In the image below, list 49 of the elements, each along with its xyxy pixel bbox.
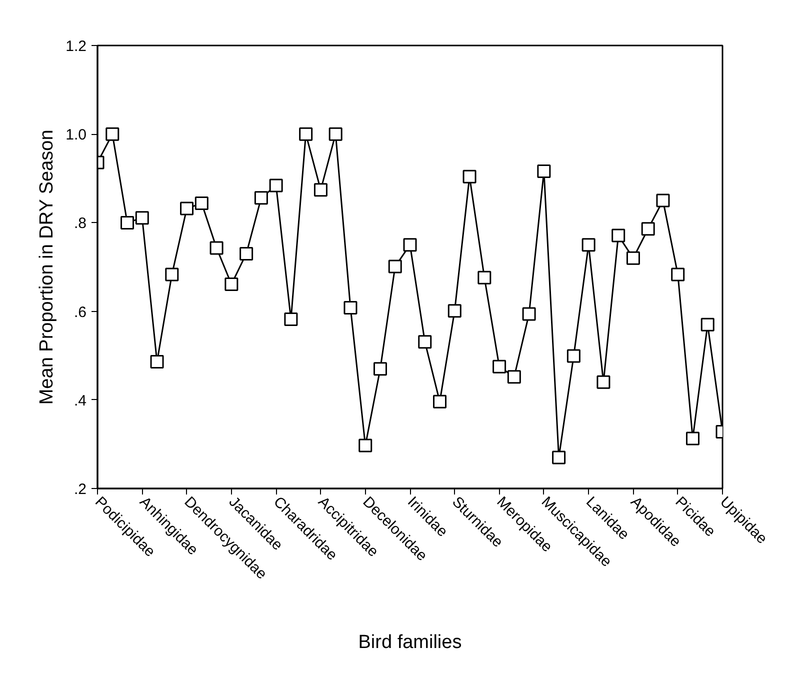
point — [403, 238, 417, 252]
point — [106, 127, 120, 141]
point — [537, 164, 551, 178]
point — [299, 127, 313, 141]
point — [686, 432, 700, 446]
y-tick-label: 1.0 — [66, 126, 87, 144]
point — [462, 170, 476, 184]
point — [612, 228, 626, 242]
point — [254, 191, 268, 205]
point — [671, 268, 685, 282]
y-tick-label: 1.2 — [66, 38, 87, 55]
point — [388, 260, 402, 274]
point — [344, 301, 358, 315]
y-tick-label: .2 — [74, 481, 87, 498]
point — [269, 178, 283, 192]
point — [373, 362, 387, 376]
point — [641, 222, 655, 236]
point — [284, 312, 298, 326]
point — [433, 394, 447, 408]
point — [700, 318, 714, 332]
point — [224, 278, 238, 292]
point — [626, 251, 640, 265]
point — [418, 335, 432, 349]
point — [582, 238, 596, 252]
point — [240, 246, 254, 260]
point — [328, 127, 342, 141]
point — [492, 360, 506, 374]
point — [150, 355, 164, 369]
point — [478, 270, 492, 284]
point — [165, 268, 179, 282]
point — [120, 216, 134, 230]
point — [656, 194, 670, 208]
y-tick-label: .4 — [74, 392, 87, 410]
point — [180, 202, 194, 216]
point — [596, 375, 610, 389]
y-axis-title: Mean Proportion in DRY Season — [36, 130, 58, 405]
point — [507, 370, 521, 384]
y-tick-label: .6 — [74, 304, 87, 321]
point — [566, 349, 580, 363]
point — [210, 241, 224, 255]
point — [135, 211, 149, 225]
point — [522, 307, 536, 321]
y-tick-label: .8 — [74, 215, 87, 232]
point — [194, 196, 208, 210]
point — [314, 183, 328, 197]
x-axis-title: Bird families — [358, 632, 462, 653]
point — [552, 450, 566, 464]
point — [448, 304, 462, 318]
point — [358, 438, 372, 452]
